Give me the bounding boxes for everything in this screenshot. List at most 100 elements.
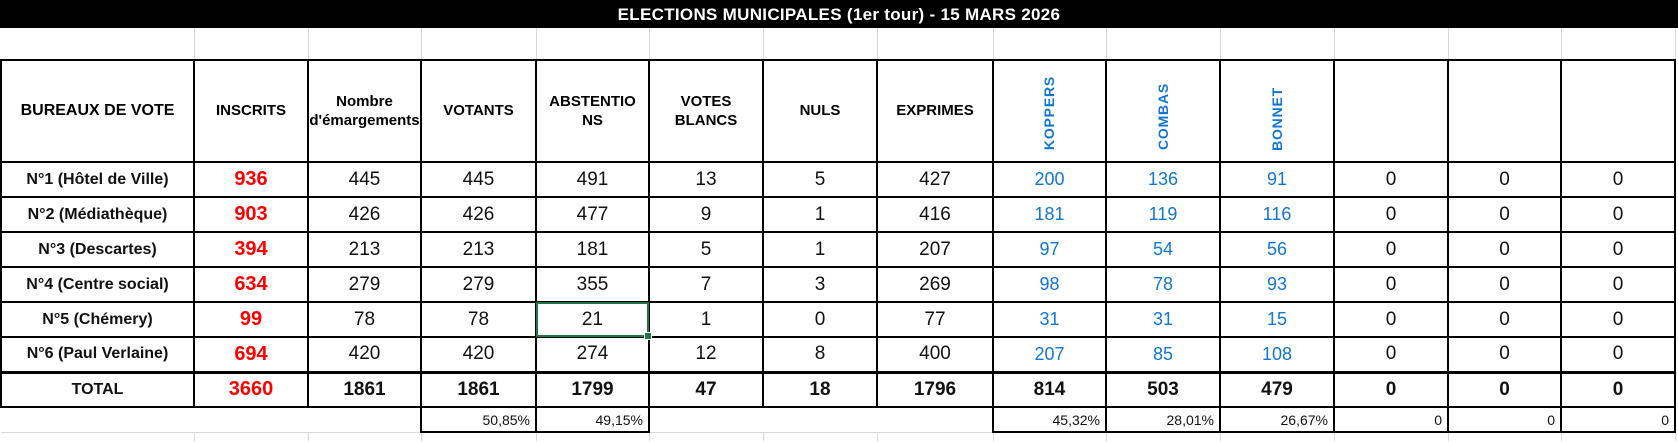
cell-combas[interactable]: 78: [1105, 266, 1221, 303]
spacer-cell[interactable]: [1, 431, 195, 441]
pct-abstentions[interactable]: 49,15%: [535, 406, 650, 433]
cell-extra-3[interactable]: 0: [1560, 370, 1676, 408]
header-bureaux-de-vote[interactable]: BUREAUX DE VOTE: [0, 59, 195, 163]
cell-inscrits[interactable]: 99: [193, 301, 309, 338]
cell-inscrits[interactable]: 903: [193, 196, 309, 233]
spacer-cell[interactable]: [421, 28, 537, 60]
cell-koppers[interactable]: 814: [992, 370, 1107, 408]
cell-combas[interactable]: 136: [1105, 161, 1221, 198]
cell-abstentions[interactable]: 355: [535, 266, 650, 303]
cell-exprimes[interactable]: 269: [876, 266, 994, 303]
header-nuls[interactable]: NULS: [762, 59, 878, 163]
cell-combas[interactable]: 31: [1105, 301, 1221, 338]
cell-nuls[interactable]: 1: [762, 231, 878, 268]
cell-votants[interactable]: 279: [420, 266, 537, 303]
cell-extra-2[interactable]: 0: [1447, 196, 1562, 233]
cell-koppers[interactable]: 207: [992, 336, 1107, 373]
cell-votants[interactable]: 445: [420, 161, 537, 198]
cell-votants[interactable]: 78: [420, 301, 537, 338]
cell-koppers[interactable]: 181: [992, 196, 1107, 233]
cell-votes-blancs[interactable]: 1: [648, 301, 764, 338]
cell-votants[interactable]: 420: [420, 336, 537, 373]
cell-nuls[interactable]: 5: [762, 161, 878, 198]
spacer-cell[interactable]: [194, 431, 309, 441]
cell-koppers[interactable]: 97: [992, 231, 1107, 268]
cell-bonnet[interactable]: 56: [1219, 231, 1335, 268]
cell-bonnet[interactable]: 108: [1219, 336, 1335, 373]
cell-extra-1[interactable]: 0: [1333, 161, 1449, 198]
pct-koppers[interactable]: 45,32%: [992, 406, 1107, 433]
cell-inscrits[interactable]: 936: [193, 161, 309, 198]
cell-extra-2[interactable]: 0: [1447, 370, 1562, 408]
cell-emargements[interactable]: 213: [307, 231, 422, 268]
cell-abstentions[interactable]: 477: [535, 196, 650, 233]
cell-combas[interactable]: 54: [1105, 231, 1221, 268]
pct-extra-3[interactable]: 0: [1560, 406, 1676, 433]
spacer-cell[interactable]: [536, 28, 650, 60]
cell-nuls[interactable]: 18: [762, 370, 878, 408]
pct-empty[interactable]: [194, 407, 308, 432]
cell-votes-blancs[interactable]: 12: [648, 336, 764, 373]
header-abstentions[interactable]: ABSTENTIONS: [535, 59, 650, 163]
cell-abstentions[interactable]: 491: [535, 161, 650, 198]
header-candidate-bonnet[interactable]: BONNET: [1219, 59, 1335, 163]
spacer-cell[interactable]: [1, 28, 195, 60]
cell-extra-1[interactable]: 0: [1333, 336, 1449, 373]
cell-extra-2[interactable]: 0: [1447, 301, 1562, 338]
cell-bureau[interactable]: N°6 (Paul Verlaine): [0, 336, 195, 373]
spacer-cell[interactable]: [1448, 28, 1562, 60]
cell-extra-2[interactable]: 0: [1447, 231, 1562, 268]
cell-exprimes[interactable]: 207: [876, 231, 994, 268]
cell-extra-1[interactable]: 0: [1333, 370, 1449, 408]
cell-nuls[interactable]: 3: [762, 266, 878, 303]
cell-bonnet[interactable]: 479: [1219, 370, 1335, 408]
pct-combas[interactable]: 28,01%: [1105, 406, 1221, 433]
spacer-cell[interactable]: [877, 431, 994, 441]
cell-nuls[interactable]: 8: [762, 336, 878, 373]
spacer-cell[interactable]: [1106, 431, 1221, 441]
cell-extra-1[interactable]: 0: [1333, 231, 1449, 268]
cell-extra-3[interactable]: 0: [1560, 231, 1676, 268]
cell-extra-1[interactable]: 0: [1333, 266, 1449, 303]
spacer-cell[interactable]: [1220, 431, 1335, 441]
cell-koppers[interactable]: 31: [992, 301, 1107, 338]
spacer-cell[interactable]: [649, 28, 764, 60]
header-votes-blancs[interactable]: VOTES BLANCS: [648, 59, 764, 163]
pct-extra-1[interactable]: 0: [1333, 406, 1449, 433]
pct-empty[interactable]: [877, 407, 993, 432]
header-votants[interactable]: VOTANTS: [420, 59, 537, 163]
selected-cell-abstentions[interactable]: 21: [535, 301, 653, 341]
spacer-cell[interactable]: [194, 28, 309, 60]
cell-emargements[interactable]: 445: [307, 161, 422, 198]
cell-emargements[interactable]: 279: [307, 266, 422, 303]
cell-combas[interactable]: 503: [1105, 370, 1221, 408]
cell-emargements[interactable]: 78: [307, 301, 422, 338]
spacer-cell[interactable]: [1220, 28, 1335, 60]
cell-extra-1[interactable]: 0: [1333, 196, 1449, 233]
header-emargements[interactable]: Nombre d'émargements: [307, 59, 422, 163]
cell-emargements[interactable]: 420: [307, 336, 422, 373]
cell-inscrits[interactable]: 394: [193, 231, 309, 268]
spacer-cell[interactable]: [993, 28, 1107, 60]
cell-nuls[interactable]: 0: [762, 301, 878, 338]
cell-votes-blancs[interactable]: 5: [648, 231, 764, 268]
spacer-cell[interactable]: [536, 431, 650, 441]
pct-empty[interactable]: [763, 407, 877, 432]
cell-inscrits[interactable]: 3660: [193, 370, 309, 408]
pct-extra-2[interactable]: 0: [1447, 406, 1562, 433]
pct-bonnet[interactable]: 26,67%: [1219, 406, 1335, 433]
spacer-cell[interactable]: [763, 28, 878, 60]
cell-extra-2[interactable]: 0: [1447, 336, 1562, 373]
cell-abstentions[interactable]: 1799: [535, 370, 650, 408]
header-empty[interactable]: [1333, 59, 1449, 163]
cell-bureau[interactable]: N°1 (Hôtel de Ville): [0, 161, 195, 198]
cell-combas[interactable]: 119: [1105, 196, 1221, 233]
cell-bonnet[interactable]: 93: [1219, 266, 1335, 303]
spacer-cell[interactable]: [649, 431, 764, 441]
header-candidate-koppers[interactable]: KOPPERS: [992, 59, 1107, 163]
spacer-cell[interactable]: [763, 431, 878, 441]
cell-bonnet[interactable]: 91: [1219, 161, 1335, 198]
pct-empty[interactable]: [649, 407, 763, 432]
cell-votes-blancs[interactable]: 13: [648, 161, 764, 198]
spacer-cell[interactable]: [993, 431, 1107, 441]
